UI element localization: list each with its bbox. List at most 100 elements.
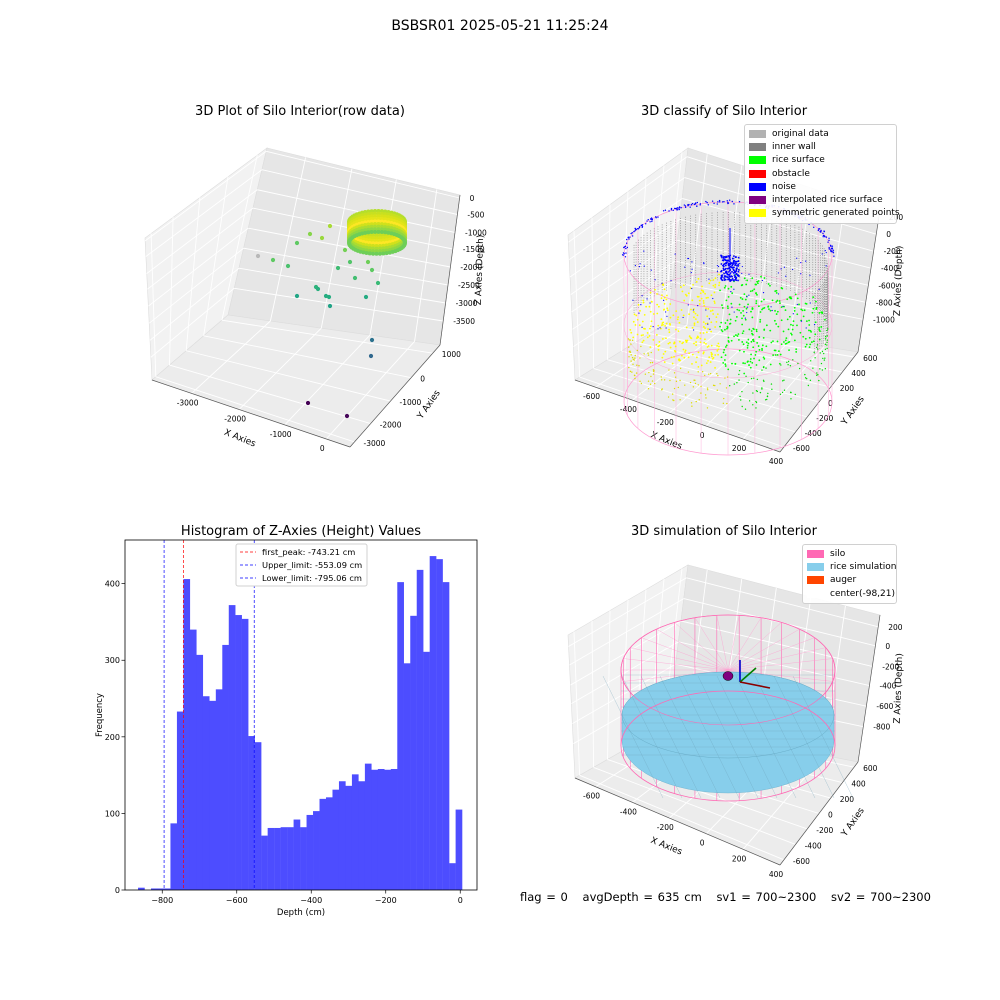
p2-noise-point: [691, 287, 693, 290]
p2-surface-point: [755, 364, 758, 366]
p1-gridline: [149, 267, 240, 341]
p2-surface-point: [643, 353, 645, 355]
legend-label: symmetric generated points: [772, 208, 900, 219]
p2-surface-point: [688, 313, 690, 316]
p2-x-tick: -200: [657, 418, 674, 427]
p2-surface-point: [779, 302, 781, 305]
p2-surface-point: [733, 335, 735, 338]
p2-noise-point: [823, 235, 826, 237]
p2-surface-point: [769, 363, 772, 366]
p1-point: [368, 353, 374, 359]
p2-surface-point: [711, 357, 714, 360]
p2-surface-point: [726, 402, 728, 405]
p2-noise-point: [819, 230, 821, 233]
legend-swatch: [749, 169, 766, 178]
p2-surface-point: [721, 307, 724, 309]
p2-surface-point: [728, 322, 731, 325]
p2-surface-point: [707, 359, 709, 362]
p4-gridline: [573, 631, 581, 776]
p2-surface-point: [815, 300, 817, 303]
p2-surface-point: [720, 321, 723, 324]
p2-noise-point: [725, 275, 727, 278]
p2-surface-point: [748, 364, 750, 366]
p2-noise-point: [708, 278, 710, 280]
p2-gridline: [674, 260, 866, 303]
p2-surface-point: [815, 374, 818, 376]
p2-surface-point: [716, 345, 718, 347]
p2-gridline: [569, 198, 683, 278]
p2-surface-point: [696, 314, 699, 317]
p1-point: [347, 259, 353, 265]
p2-noise-point: [721, 201, 724, 203]
p2-surface-point: [637, 303, 640, 306]
p1-gridline: [369, 179, 397, 336]
p1-point: [344, 413, 350, 419]
p2-surface-point: [826, 339, 829, 341]
p2-surface-point: [655, 343, 658, 346]
p2-surface-point: [647, 354, 650, 356]
p2-surface-point: [804, 337, 807, 340]
p2-noise-point: [712, 297, 714, 300]
p2-surface-point: [751, 362, 754, 364]
p2-noise-point: [691, 261, 693, 263]
histogram-bar: [138, 887, 145, 890]
p2-noise-point: [666, 315, 668, 317]
p2-surface-point: [752, 338, 755, 341]
histogram-bar: [455, 809, 463, 890]
p1-y-tick: -2000: [380, 421, 402, 430]
p2-surface-point: [702, 332, 705, 334]
p2-surface-point: [632, 320, 635, 323]
p2-surface-point: [757, 345, 760, 347]
p2-surface-point: [804, 373, 806, 376]
p1-point: [365, 259, 371, 265]
p2-surface-point: [700, 364, 703, 367]
p2-surface-point: [776, 340, 779, 343]
p2-surface-point: [691, 353, 694, 356]
p1-point: [402, 240, 407, 245]
p1-gridline: [234, 287, 444, 322]
p2-noise-point: [662, 210, 665, 212]
histogram-bar: [332, 789, 340, 890]
p2-surface-point: [653, 369, 655, 371]
p2-surface-point: [742, 309, 745, 312]
p2-surface-point: [693, 322, 696, 325]
p2-noise-point: [736, 264, 738, 267]
p2-surface-point: [736, 335, 739, 337]
p2-z-label: Z Axies (Depth): [893, 246, 905, 317]
p2-noise-point: [717, 201, 719, 203]
histogram-bar: [410, 615, 417, 890]
p2-surface-point: [638, 365, 640, 367]
p1-point: [367, 251, 372, 256]
p2-surface-point: [716, 373, 718, 375]
p2-noise-point: [822, 232, 824, 235]
p2-surface-point: [815, 346, 818, 349]
histogram-bar: [209, 700, 217, 890]
p2-gridline: [677, 239, 869, 286]
p2-surface-point: [738, 349, 741, 352]
legend-entry: rice simulation: [807, 560, 896, 573]
p2-gridline: [649, 333, 843, 373]
p2-noise-point: [748, 294, 750, 296]
p2-surface-point: [698, 303, 701, 305]
p2-noise-point: [683, 204, 686, 206]
p2-surface-point: [649, 291, 652, 294]
p1-x-tick: -3000: [177, 398, 199, 407]
simulation-3d-plot: -600 -400 -200 0 200 400 600 400 200 0 -200 -400 -60…: [567, 564, 905, 879]
p2-gridline: [679, 218, 872, 269]
p2-noise-point: [746, 296, 748, 298]
p2-surface-point: [642, 301, 645, 304]
p2-y-tick: 0: [828, 399, 833, 408]
p1-point: [387, 250, 392, 255]
p1-y-axis: [349, 344, 441, 448]
p2-surface-point: [718, 273, 720, 276]
p2-surface-point: [743, 277, 746, 280]
p2-surface-point: [741, 405, 743, 408]
p2-surface-point: [747, 381, 749, 384]
p2-noise-point: [727, 278, 729, 281]
p2-surface-point: [787, 328, 790, 331]
p4-gridline: [570, 620, 682, 686]
histogram-bar: [176, 711, 184, 890]
p2-noise-point: [678, 207, 681, 209]
p2-surface-point: [639, 309, 641, 312]
histogram-legend-label: first_peak: -743.21 cm: [262, 547, 355, 557]
